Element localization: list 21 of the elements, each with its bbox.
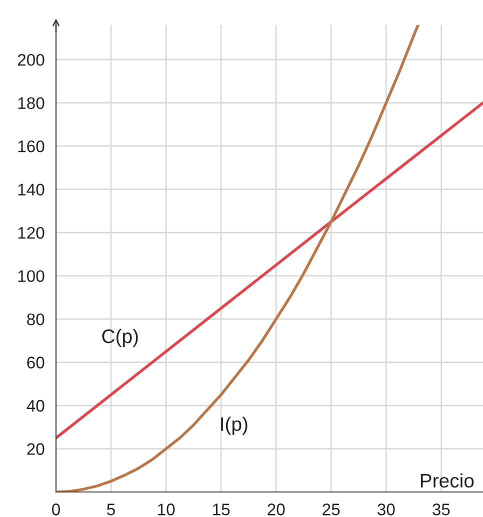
y-tick-label: 180 [18, 97, 44, 110]
x-tick-label: 20 [268, 504, 285, 516]
y-tick-label: 140 [18, 184, 44, 196]
series-label: C(p) [102, 328, 138, 348]
x-tick-label: 15 [213, 504, 230, 516]
x-tick-label: 5 [107, 504, 115, 516]
y-tick-label: 20 [27, 443, 44, 455]
y-tick-label: 120 [18, 226, 44, 239]
y-tick-label: 60 [27, 356, 44, 368]
x-tick-label: 0 [52, 504, 60, 516]
y-tick-label: 80 [27, 313, 44, 326]
y-tick-label: 100 [18, 270, 44, 282]
y-tick-label: 200 [18, 54, 44, 66]
y-tick-label: 40 [26, 400, 44, 412]
series-label: I(p) [221, 416, 248, 435]
x-axis-title: Precio [420, 473, 474, 488]
x-tick-label: 35 [432, 504, 450, 516]
x-tick-label: 10 [158, 504, 175, 516]
x-tick-label: 30 [378, 504, 395, 516]
y-tick-label: 160 [18, 140, 44, 152]
x-tick-label: 25 [322, 504, 340, 516]
